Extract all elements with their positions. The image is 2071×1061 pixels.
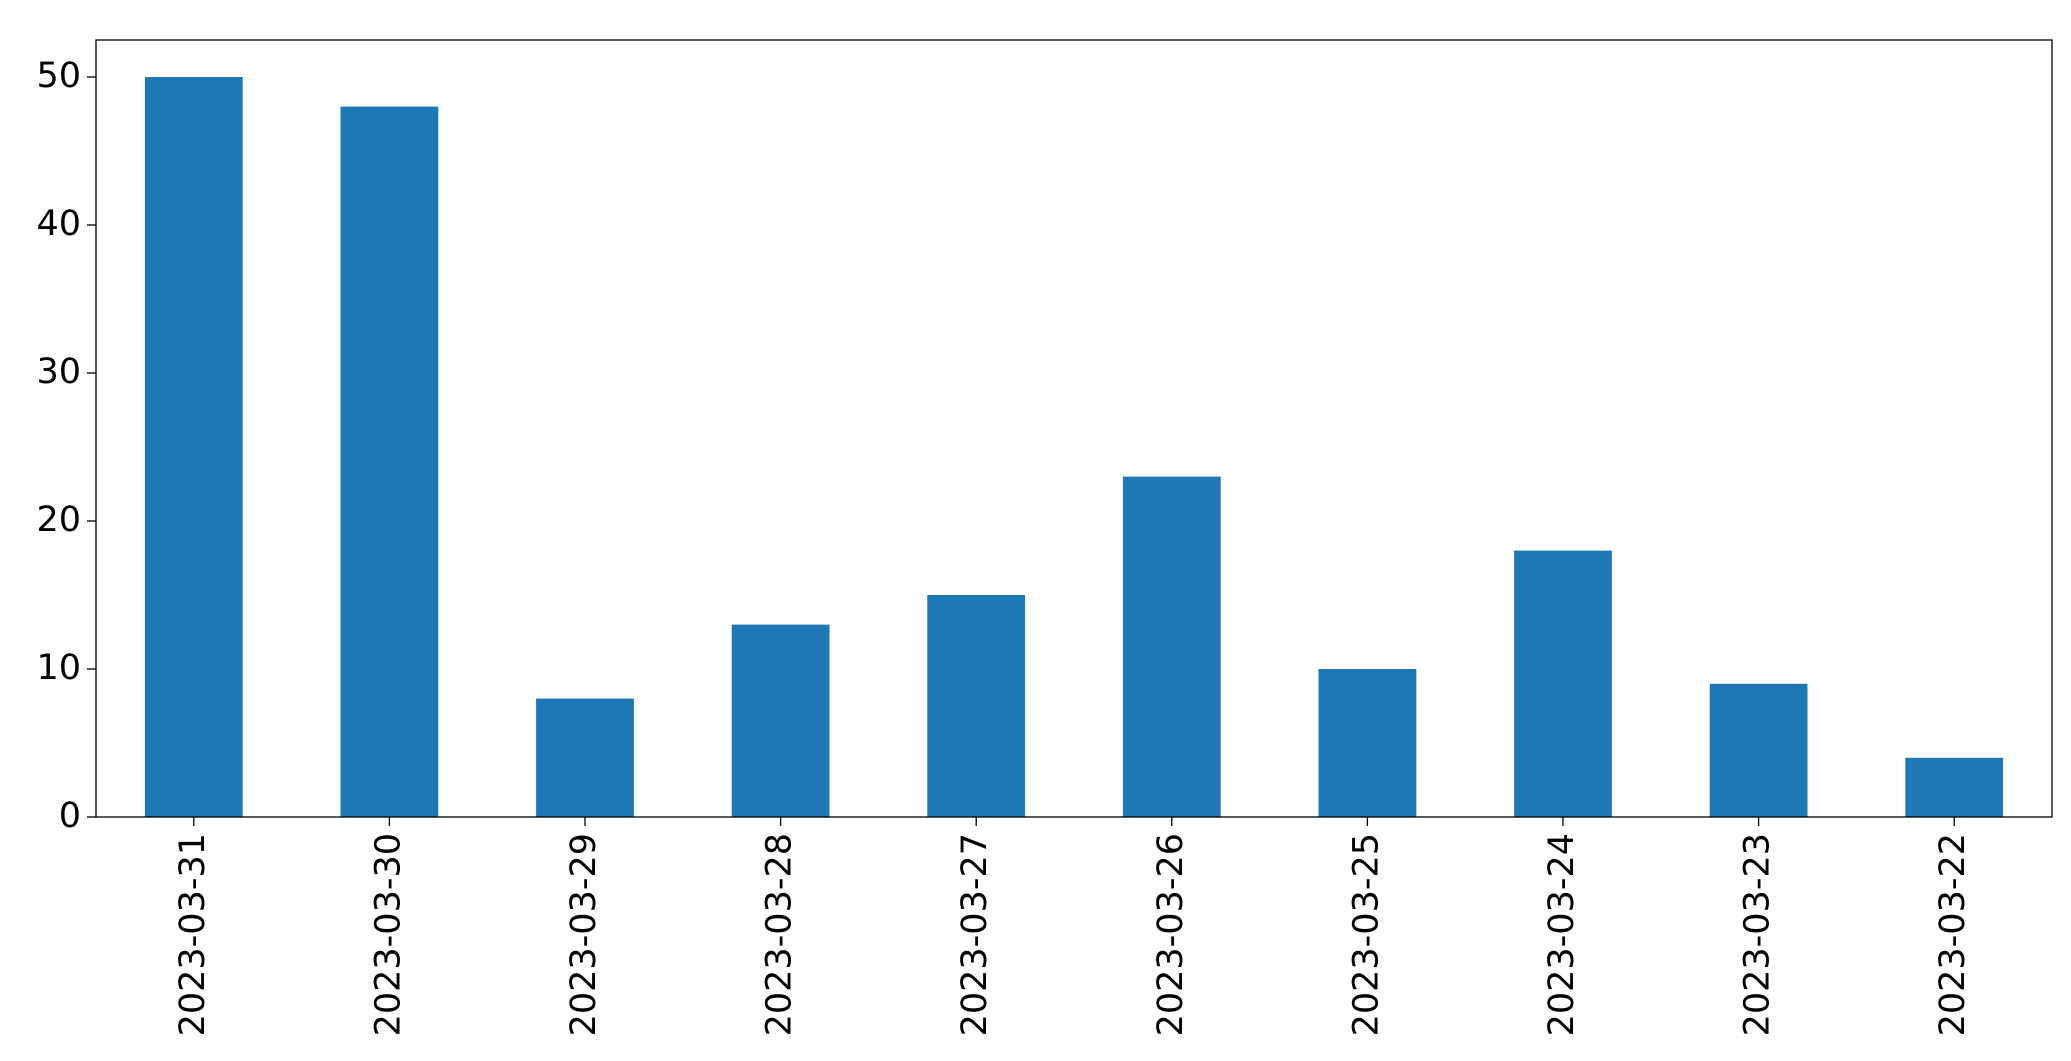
x-tick-label: 2023-03-24: [1542, 833, 1582, 1036]
y-tick-label: 20: [36, 500, 81, 540]
y-tick-label: 40: [36, 204, 81, 244]
bar: [1514, 550, 1612, 817]
bar: [927, 595, 1026, 817]
y-tick-label: 0: [59, 796, 81, 836]
x-tick-label: 2023-03-25: [1346, 833, 1386, 1036]
y-tick-label: 50: [36, 56, 81, 96]
bar: [340, 106, 439, 818]
x-tick-label: 2023-03-29: [564, 833, 604, 1036]
plot-frame: [95, 39, 2053, 818]
x-tick-label: 2023-03-23: [1738, 833, 1778, 1036]
bar: [536, 698, 634, 817]
x-tick-label: 2023-03-28: [760, 833, 800, 1036]
bar: [144, 77, 243, 817]
bar: [1905, 757, 2004, 817]
bar: [1709, 683, 1808, 817]
x-tick-label: 2023-03-22: [1933, 833, 1973, 1036]
x-tick-label: 2023-03-30: [368, 833, 408, 1036]
bar: [731, 624, 830, 817]
x-tick-label: 2023-03-27: [955, 833, 995, 1036]
y-tick-label: 30: [36, 352, 81, 392]
bar: [1122, 476, 1221, 817]
x-tick-label: 2023-03-26: [1151, 833, 1191, 1036]
x-tick-label: 2023-03-31: [173, 833, 213, 1036]
y-tick-label: 10: [36, 648, 81, 688]
bar: [1318, 669, 1417, 817]
